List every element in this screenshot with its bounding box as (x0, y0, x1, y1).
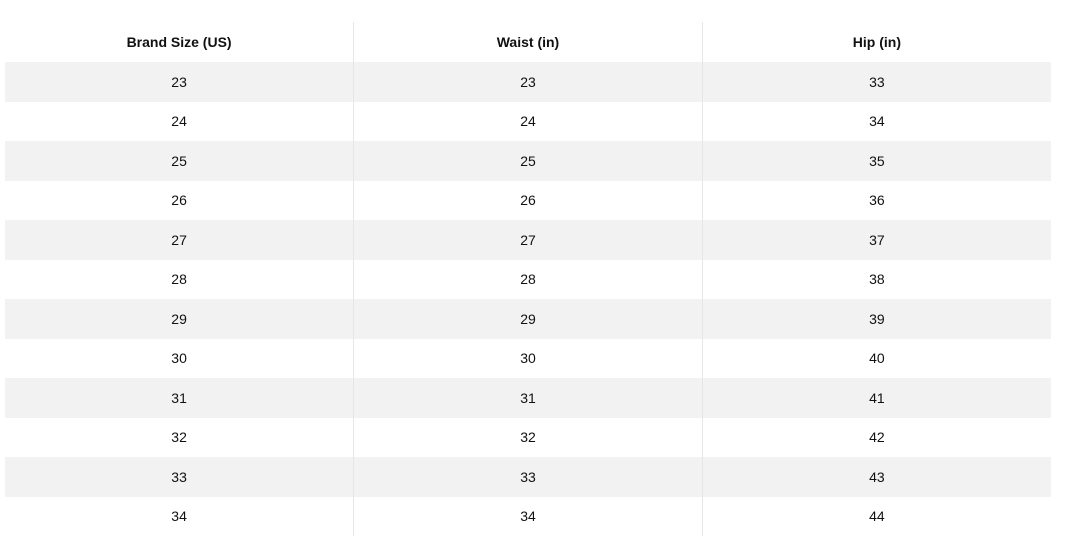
table-row: 23 23 33 (5, 62, 1051, 102)
cell-waist: 25 (353, 141, 703, 181)
table-row: 33 33 43 (5, 457, 1051, 497)
cell-hip: 43 (701, 457, 1051, 497)
cell-hip: 40 (701, 338, 1051, 378)
cell-brand-size: 30 (171, 350, 187, 367)
table-row: 31 31 41 (5, 378, 1051, 418)
cell-waist: 27 (353, 220, 703, 260)
cell-brand-size: 25 (5, 141, 354, 181)
cell-waist: 28 (353, 259, 703, 299)
table-row: 24 24 34 (5, 101, 1051, 141)
cell-brand-size: 34 (171, 508, 187, 525)
cell-brand-size: 23 (5, 62, 354, 102)
size-chart-table: Brand Size (US) Waist (in) Hip (in) 23 23… (5, 22, 1051, 536)
cell-waist: 33 (353, 457, 703, 497)
cell-waist: 29 (353, 299, 703, 339)
cell-hip: 41 (701, 378, 1051, 418)
cell-waist: 30 (353, 338, 703, 378)
cell-brand-size: 24 (171, 113, 187, 130)
header-brand-size: Brand Size (US) (126, 34, 232, 50)
cell-waist: 32 (353, 417, 703, 457)
cell-hip: 34 (701, 101, 1051, 141)
cell-brand-size: 33 (5, 457, 354, 497)
cell-hip: 42 (701, 417, 1051, 457)
table-row: 32 32 42 (5, 417, 1051, 457)
cell-hip: 38 (701, 259, 1051, 299)
cell-waist: 26 (353, 180, 703, 220)
cell-brand-size: 31 (5, 378, 354, 418)
header-waist: Waist (in) (353, 22, 703, 62)
table-row: 25 25 35 (5, 141, 1051, 181)
cell-hip: 35 (701, 141, 1051, 181)
table-row: 28 28 38 (5, 259, 1051, 299)
table-row: 29 29 39 (5, 299, 1051, 339)
header-hip: Hip (in) (701, 22, 1051, 62)
table-row: 27 27 37 (5, 220, 1051, 260)
cell-waist: 31 (353, 378, 703, 418)
table-row: 30 30 40 (5, 338, 1051, 378)
cell-brand-size: 26 (171, 192, 187, 209)
cell-hip: 33 (701, 62, 1051, 102)
cell-hip: 37 (701, 220, 1051, 260)
cell-waist: 34 (353, 496, 703, 536)
cell-hip: 44 (701, 496, 1051, 536)
cell-waist: 24 (353, 101, 703, 141)
cell-brand-size: 29 (5, 299, 354, 339)
cell-hip: 39 (701, 299, 1051, 339)
header-row: Brand Size (US) Waist (in) Hip (in) (5, 22, 1051, 62)
cell-brand-size: 27 (5, 220, 354, 260)
cell-brand-size: 32 (171, 429, 187, 446)
cell-hip: 36 (701, 180, 1051, 220)
table-row: 26 26 36 (5, 180, 1051, 220)
table-row: 34 34 44 (5, 496, 1051, 536)
cell-waist: 23 (353, 62, 703, 102)
cell-brand-size: 28 (171, 271, 187, 288)
